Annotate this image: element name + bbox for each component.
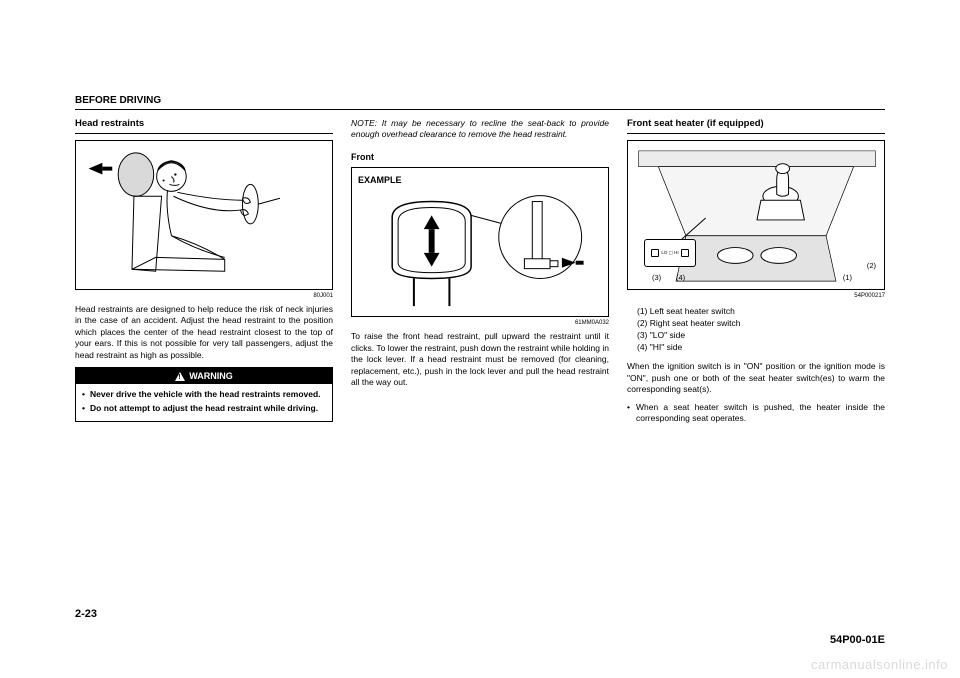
head-restraint-body: Head restraints are designed to help red… [75, 304, 333, 361]
note-block: NOTE: It may be necessary to recline the… [351, 118, 609, 141]
callout-1: (1) [843, 273, 852, 283]
seat-heater-subhead: Front seat heater (if equipped) [627, 118, 885, 134]
legend-4: (4) "HI" side [637, 342, 885, 354]
callout-4: (4) [676, 273, 685, 283]
watermark: carmanualsonline.info [811, 657, 948, 672]
warning-item-2: Do not attempt to adjust the head restra… [82, 403, 326, 414]
figure2-caption: 61MM0A032 [351, 319, 609, 327]
document-code: 54P00-01E [830, 634, 885, 646]
content-columns: Head restraints [75, 118, 885, 425]
figure3-caption: 54P000217 [627, 292, 885, 300]
warning-item-1: Never drive the vehicle with the head re… [82, 389, 326, 400]
front-label: Front [351, 151, 609, 163]
warning-header: WARNING [76, 368, 332, 384]
callout-2: (2) [867, 261, 876, 271]
seat-heater-right-icon [681, 249, 689, 257]
legend-3: (3) "LO" side [637, 330, 885, 342]
column-1: Head restraints [75, 118, 333, 425]
example-label: EXAMPLE [358, 174, 402, 186]
figure-head-restraint-driver [75, 140, 333, 290]
note-label: NOTE: [351, 118, 377, 128]
seat-heater-bullet-1: When a seat heater switch is pushed, the… [627, 402, 885, 425]
callout-legend: (1) Left seat heater switch (2) Right se… [637, 306, 885, 354]
warning-body: Never drive the vehicle with the head re… [76, 384, 332, 421]
seat-heater-left-icon [651, 249, 659, 257]
warning-triangle-icon [175, 372, 185, 381]
seat-heater-bullets: When a seat heater switch is pushed, the… [627, 402, 885, 425]
front-headrest-body: To raise the front head restraint, pull … [351, 331, 609, 388]
legend-1: (1) Left seat heater switch [637, 306, 885, 318]
lo-hi-label: LO ▢ HI [661, 250, 678, 256]
seat-heater-body: When the ignition switch is in "ON" posi… [627, 361, 885, 395]
head-restraints-subhead: Head restraints [75, 118, 333, 134]
figure-front-headrest: EXAMPLE [351, 167, 609, 317]
legend-2: (2) Right seat heater switch [637, 318, 885, 330]
column-2: NOTE: It may be necessary to recline the… [351, 118, 609, 425]
figure-seat-heater: LO ▢ HI (3) (4) (1) (2) [627, 140, 885, 290]
callout-3: (3) [652, 273, 661, 283]
warning-box: WARNING Never drive the vehicle with the… [75, 367, 333, 422]
note-body: It may be necessary to recline the seat-… [351, 118, 609, 139]
heater-switch-detail: LO ▢ HI [644, 239, 696, 267]
section-title: BEFORE DRIVING [75, 95, 885, 106]
header-rule: BEFORE DRIVING [75, 95, 885, 110]
column-3: Front seat heater (if equipped) [627, 118, 885, 425]
figure1-caption: 80J001 [75, 292, 333, 300]
manual-page: BEFORE DRIVING Head restraints [75, 95, 885, 595]
warning-title: WARNING [189, 370, 233, 382]
page-number: 2-23 [75, 608, 97, 620]
